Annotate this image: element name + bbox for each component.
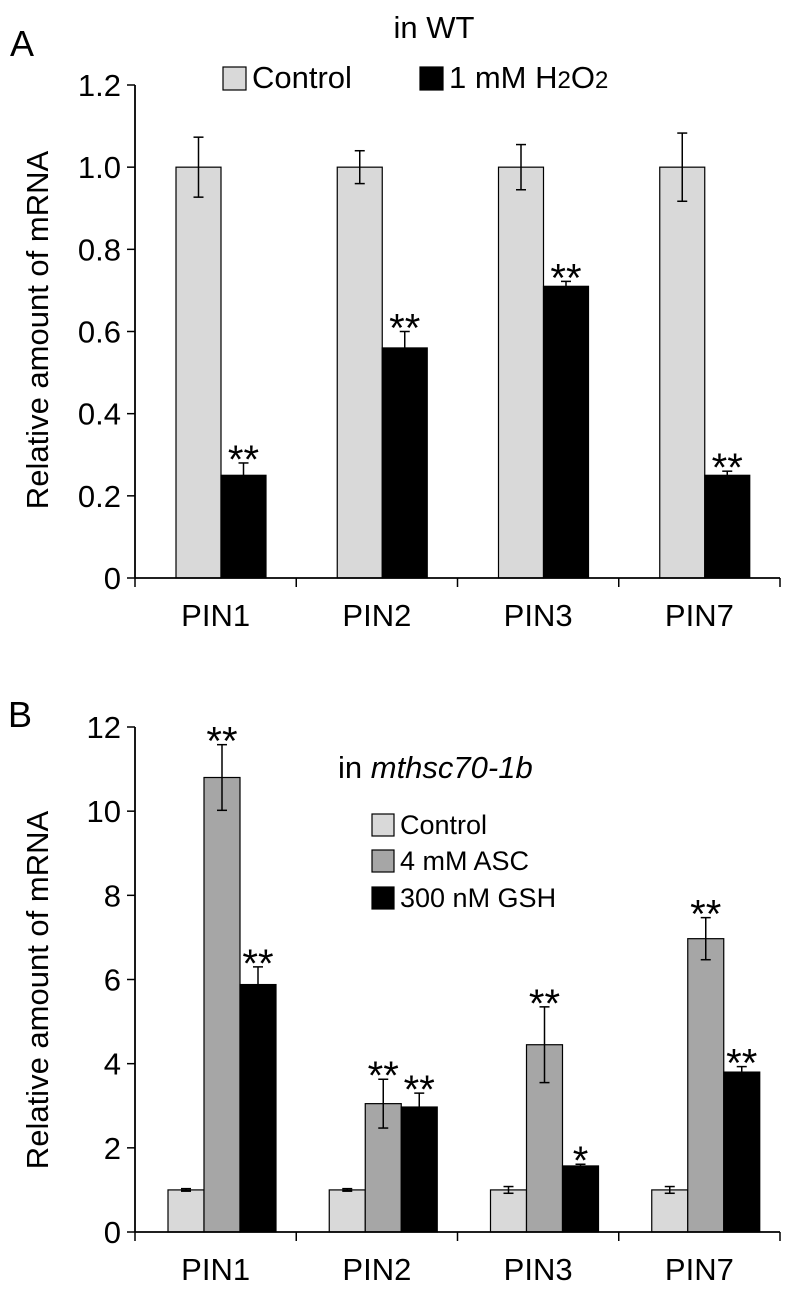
- legend-swatch: [371, 886, 395, 910]
- legend-swatch: [371, 849, 395, 873]
- panel-a-title: in WT: [394, 10, 475, 45]
- bar-pin1-0: [167, 1189, 205, 1233]
- bar-pin3-0: [497, 166, 545, 579]
- legend-label-part: 4 mM ASC: [400, 846, 529, 876]
- legend-label-part: 300 nM GSH: [400, 883, 556, 913]
- bar-pin1-1: [203, 776, 241, 1233]
- panel-b-chart: ****PIN1** **PIN2***PIN3****PIN7024681012…: [87, 710, 781, 1287]
- significance-mark: **: [550, 256, 581, 300]
- legend-swatch: [222, 66, 247, 91]
- significance-mark: **: [690, 893, 721, 937]
- bar-pin1-2: [239, 983, 277, 1233]
- bar-pin1-1: [220, 474, 267, 579]
- legend-label: Control: [252, 60, 352, 95]
- significance-mark: **: [368, 1054, 399, 1098]
- significance-mark: **: [712, 446, 743, 490]
- x-tick-label: PIN7: [665, 1252, 734, 1287]
- panel-a-label: A: [10, 23, 34, 64]
- significance-mark: **: [228, 438, 259, 482]
- bar-pin2-2: [400, 1106, 438, 1233]
- y-tick-label: 10: [87, 794, 121, 829]
- bar-pin3-1: [542, 285, 590, 579]
- y-tick-label: 1.0: [78, 150, 121, 185]
- y-tick-label: 0: [104, 561, 121, 596]
- x-tick-label: PIN2: [342, 1252, 411, 1287]
- bar-pin2-0: [336, 166, 383, 579]
- x-tick-label: PIN1: [181, 598, 250, 633]
- y-tick-label: 8: [104, 878, 121, 913]
- y-tick-label: 2: [104, 1131, 121, 1166]
- y-tick-label: 0.2: [78, 479, 121, 514]
- legend-swatch: [371, 813, 395, 837]
- x-tick-label: PIN3: [504, 1252, 573, 1287]
- y-tick-label: 1.2: [78, 68, 121, 103]
- bar-pin7-0: [651, 1189, 689, 1233]
- legend-label: Control: [400, 810, 487, 840]
- significance-mark: **: [389, 307, 420, 351]
- bar-pin2-1: [381, 347, 428, 579]
- panel-a-chart: ** PIN1 ** PIN2 ** PIN3 ** PIN7 0 0.2 0.4 0.6 0.8 1.0…: [78, 60, 781, 633]
- bar-pin1-0: [175, 166, 222, 579]
- significance-mark: **: [206, 720, 237, 764]
- y-tick-label: 12: [87, 710, 121, 745]
- bar-pin7-0: [659, 166, 706, 579]
- legend-label-part: Control: [400, 810, 487, 840]
- legend-label: 4 mM ASC: [400, 846, 529, 876]
- legend-label-part: Control: [252, 60, 352, 95]
- legend-swatch: [419, 66, 444, 91]
- bar-pin7-1: [687, 938, 725, 1233]
- legend-label: 300 nM GSH: [400, 883, 556, 913]
- y-tick-label: 6: [104, 963, 121, 998]
- significance-mark: *: [573, 1139, 589, 1183]
- x-tick-label: PIN2: [342, 598, 411, 633]
- legend-label-part: 2: [595, 67, 608, 94]
- bar-pin7-1: [704, 474, 751, 579]
- bar-pin2-0: [328, 1189, 366, 1233]
- x-tick-label: PIN3: [504, 598, 573, 633]
- x-tick-label: PIN7: [665, 598, 734, 633]
- panel-b-title: in mthsc70-1b: [338, 750, 533, 785]
- y-tick-label: 0: [104, 1215, 121, 1250]
- significance-mark: **: [242, 942, 273, 986]
- y-tick-label: 0.6: [78, 315, 121, 350]
- y-tick-label: 4: [104, 1047, 121, 1082]
- y-tick-label: 0.8: [78, 232, 121, 267]
- significance-mark: **: [529, 982, 560, 1026]
- panel-b-ylabel: Relative amount of mRNA: [20, 811, 55, 1170]
- panel-a-ylabel: Relative amount of mRNA: [20, 151, 55, 510]
- bar-pin3-0: [489, 1189, 528, 1233]
- panel-b-label: B: [8, 694, 32, 735]
- significance-mark: **: [404, 1068, 435, 1112]
- legend-label-part: 1 mM H: [449, 60, 558, 95]
- significance-mark: **: [726, 1042, 757, 1086]
- panel-b-title-italic: mthsc70-1b: [371, 750, 533, 785]
- x-tick-label: PIN1: [181, 1252, 250, 1287]
- legend-label-part: 2: [558, 67, 571, 94]
- legend-label: 1 mM H2O2: [449, 60, 608, 95]
- bar-pin7-2: [723, 1071, 761, 1233]
- y-tick-label: 0.4: [78, 397, 121, 432]
- legend-label-part: O: [571, 60, 595, 95]
- panel-b-title-prefix: in: [338, 750, 371, 785]
